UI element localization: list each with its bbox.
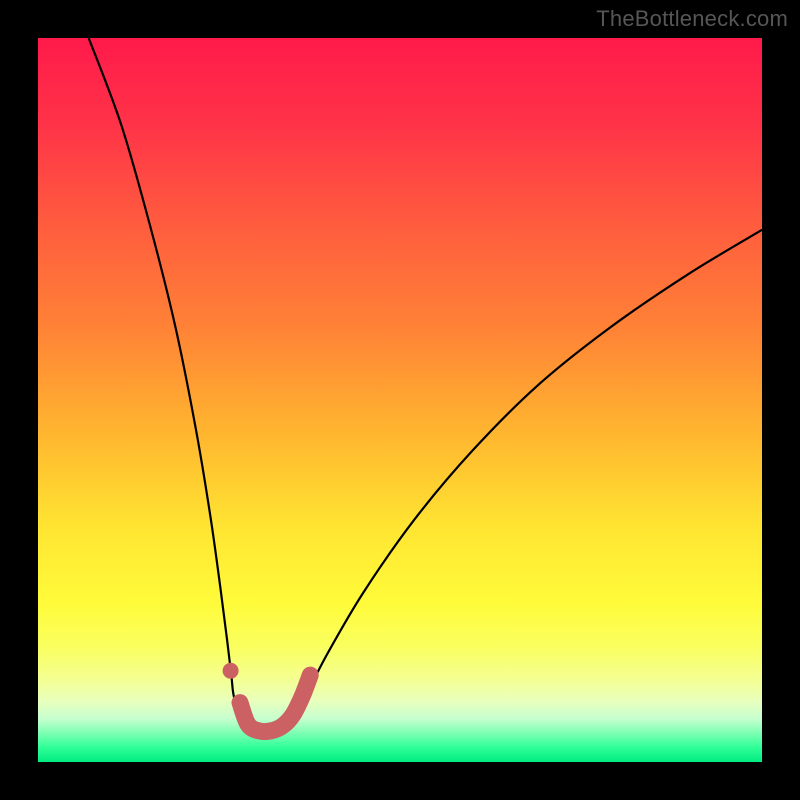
bottleneck-curve (89, 38, 762, 732)
marker-dot (223, 663, 239, 679)
chart-container: TheBottleneck.com (0, 0, 800, 800)
curve-overlay (38, 38, 762, 762)
watermark-text: TheBottleneck.com (596, 6, 788, 32)
plot-area (38, 38, 762, 762)
trough-marker-band (240, 675, 310, 731)
